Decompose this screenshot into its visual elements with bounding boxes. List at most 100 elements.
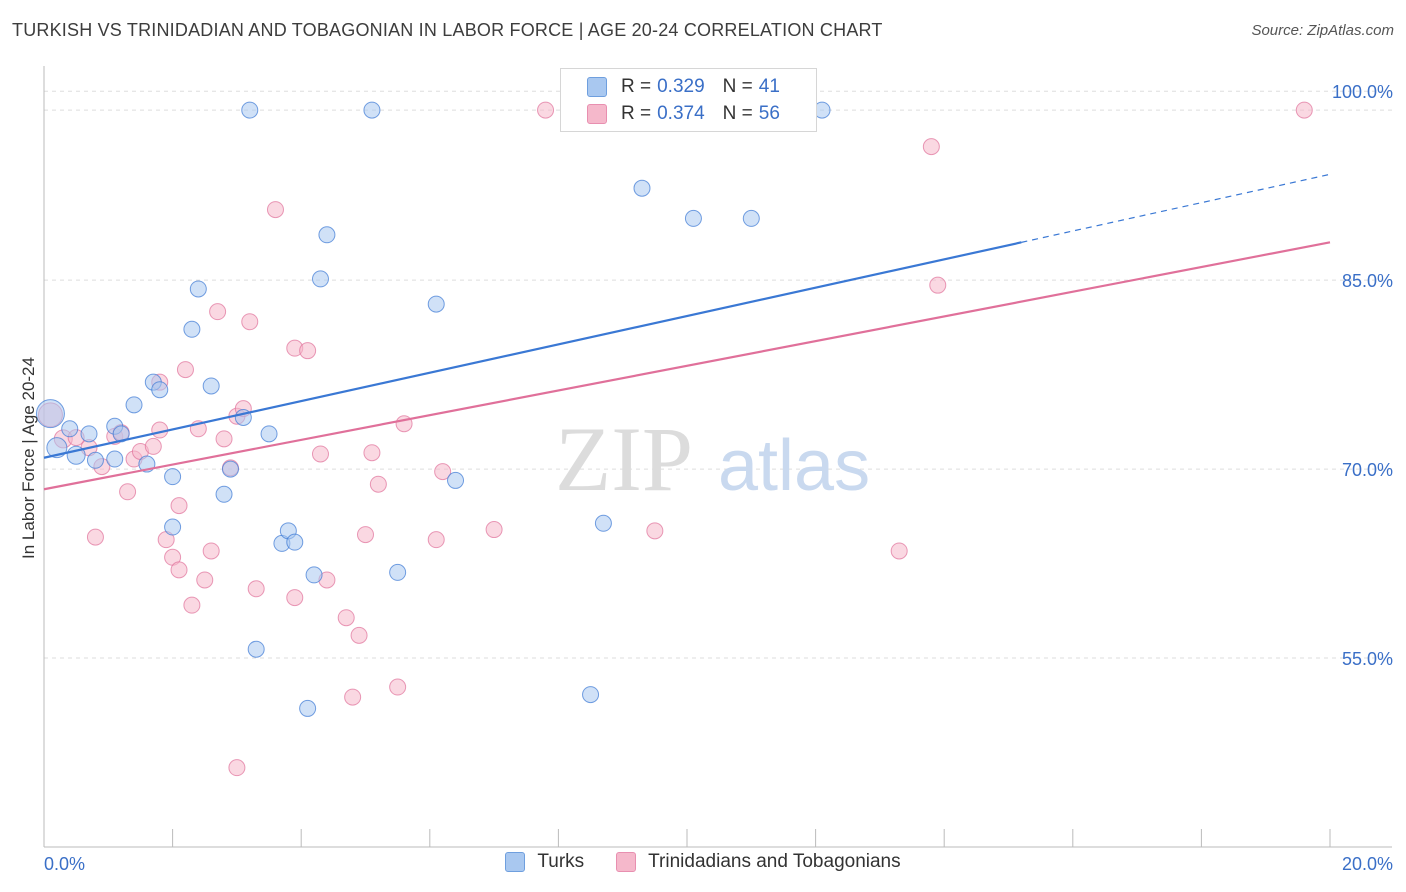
turks-point	[221, 460, 239, 478]
turks-point	[447, 471, 465, 489]
bottom-legend-swatch-turks	[505, 852, 526, 872]
turks-point	[318, 226, 336, 244]
trinidadian-point	[286, 589, 304, 607]
trinidadian-point	[537, 101, 555, 119]
grid-lines	[44, 90, 1392, 659]
turks-point	[389, 563, 407, 581]
trinidadian-point	[350, 626, 368, 644]
series-turks	[35, 101, 831, 717]
legend: R = 0.329 N = 41 R = 0.374 N = 56	[560, 68, 817, 132]
turks-point	[633, 179, 651, 197]
trinidadian-point	[170, 497, 188, 515]
trinidadian-point	[646, 522, 664, 540]
turks-point	[46, 437, 68, 459]
source-label: Source: ZipAtlas.com	[1251, 22, 1394, 39]
legend-n-value-trinidadians: 56	[758, 103, 780, 124]
bottom-legend-label-turks: Turks	[537, 851, 585, 872]
legend-r-value-trinidadians: 0.374	[657, 103, 705, 124]
bottom-legend-label-trinidadians: Trinidadians and Tobagonians	[648, 851, 901, 872]
turks-point	[164, 468, 182, 486]
y-tick-label: 85.0%	[1342, 271, 1393, 291]
turks-point	[189, 280, 207, 298]
bottom-legend-swatch-trinidadians	[616, 852, 637, 872]
turks-point	[35, 399, 65, 429]
trinidadian-point	[890, 542, 908, 560]
turks-point	[582, 686, 600, 704]
turks-point	[311, 270, 329, 288]
trinidadian-point	[86, 528, 104, 546]
x-tick-label: 20.0%	[1342, 854, 1393, 874]
trinidadian-point	[427, 531, 445, 549]
turks-point	[427, 295, 445, 313]
trinidadian-point	[183, 596, 201, 614]
turks-point	[202, 377, 220, 395]
y-tick-label: 100.0%	[1332, 82, 1393, 102]
y-tick-label: 70.0%	[1342, 460, 1393, 480]
legend-n-value-turks: 41	[758, 76, 780, 97]
turks-point	[594, 514, 612, 532]
turks-point	[164, 518, 182, 536]
turks-point	[215, 485, 233, 503]
turks-trend-line	[43, 241, 1022, 459]
bottom-legend: Turks Trinidadians and Tobagonians	[0, 851, 1406, 873]
trinidadian-point	[196, 571, 214, 589]
turks-point	[151, 381, 169, 399]
legend-swatch-turks	[587, 77, 607, 97]
y-tick-label: 55.0%	[1342, 649, 1393, 669]
trinidadian-point	[176, 361, 194, 379]
turks-point	[286, 533, 304, 551]
trinidadian-point	[266, 201, 284, 219]
legend-n-label: N =	[722, 103, 753, 124]
legend-r-label: R =	[621, 103, 652, 124]
turks-point	[241, 101, 259, 119]
trinidadian-point	[922, 138, 940, 156]
legend-row-trinidadians: R = 0.374 N = 56	[587, 101, 780, 127]
turks-point	[742, 209, 760, 227]
turks-point	[61, 420, 79, 438]
trinidadian-point	[119, 483, 137, 501]
trinidadian-point	[299, 342, 317, 360]
trinidadian-trend-line	[43, 241, 1331, 491]
trinidadian-point	[337, 609, 355, 627]
legend-row-turks: R = 0.329 N = 41	[587, 74, 780, 100]
trinidadian-point	[929, 276, 947, 294]
legend-r-value-turks: 0.329	[657, 76, 705, 97]
legend-r-label: R =	[621, 76, 652, 97]
trinidadian-point	[144, 437, 162, 455]
bottom-legend-turks: Turks	[505, 851, 584, 873]
turks-point	[183, 320, 201, 338]
trend-lines	[43, 173, 1331, 491]
trinidadian-point	[202, 542, 220, 560]
trinidadian-point	[344, 688, 362, 706]
y-axis-label: In Labor Force | Age 20-24	[19, 357, 38, 559]
turks-point	[363, 101, 381, 119]
trinidadian-point	[170, 561, 188, 579]
trinidadian-point	[241, 313, 259, 331]
trinidadian-point	[485, 521, 503, 539]
trinidadian-point	[215, 430, 233, 448]
bottom-legend-trinidadians: Trinidadians and Tobagonians	[616, 851, 901, 873]
turks-point	[305, 566, 323, 584]
legend-n-label: N =	[722, 76, 753, 97]
legend-swatch-trinidadians	[587, 104, 607, 124]
trinidadian-point	[369, 475, 387, 493]
trinidadian-point	[311, 445, 329, 463]
trinidadian-point	[228, 759, 246, 777]
trinidadian-point	[209, 303, 227, 321]
turks-trend-extension	[1021, 173, 1331, 243]
trinidadian-point	[357, 526, 374, 544]
turks-point	[80, 425, 98, 443]
trinidadian-point	[389, 678, 407, 696]
axes	[43, 66, 1392, 848]
turks-point	[86, 451, 104, 469]
trinidadian-point	[363, 444, 381, 462]
turks-point	[106, 450, 124, 468]
trinidadian-point	[247, 580, 265, 598]
watermark-zip: ZIP	[555, 408, 693, 510]
x-tick-label: 0.0%	[44, 854, 85, 874]
watermark-atlas: atlas	[718, 426, 870, 506]
trinidadian-point	[434, 463, 452, 481]
turks-point	[125, 396, 143, 414]
turks-point	[684, 209, 702, 227]
